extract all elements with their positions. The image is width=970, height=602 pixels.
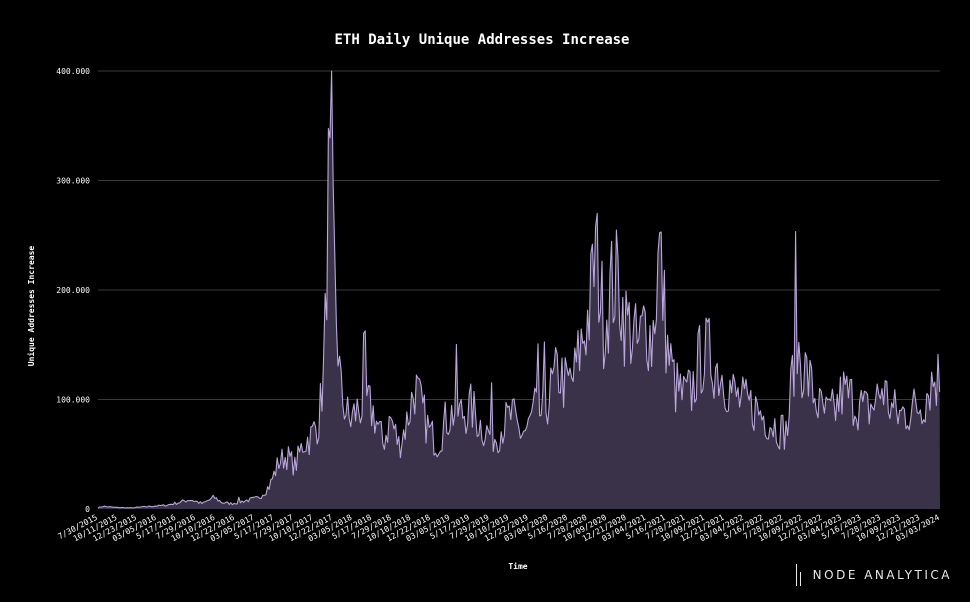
y-axis-label: Unique Addresses Increase bbox=[26, 246, 36, 367]
y-tick-label: 400.000 bbox=[56, 67, 90, 76]
y-tick-label: 300.000 bbox=[56, 177, 90, 186]
y-tick-label: 200.000 bbox=[56, 286, 90, 295]
area-layer bbox=[97, 70, 941, 509]
x-axis-ticks: 7/30/201510/11/201512/23/201503/05/20165… bbox=[56, 513, 941, 544]
y-axis-ticks: 0 100.000 200.000 300.000 400.000 bbox=[56, 67, 90, 514]
x-axis-label: Time bbox=[508, 561, 527, 571]
chart-title: ETH Daily Unique Addresses Increase bbox=[334, 32, 629, 48]
series-line bbox=[97, 70, 941, 509]
y-tick-label: 0 bbox=[85, 505, 90, 514]
node-analytica-logo-icon bbox=[795, 564, 805, 586]
grid-lines bbox=[98, 70, 940, 400]
brand-logo: NODE ANALYTICA bbox=[795, 564, 952, 586]
y-tick-label: 100.000 bbox=[56, 396, 90, 405]
brand-name: NODE ANALYTICA bbox=[812, 568, 952, 582]
